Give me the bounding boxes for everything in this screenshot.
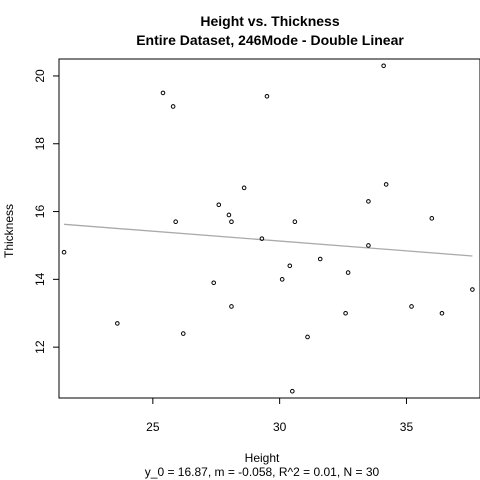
x-axis-label: Height bbox=[245, 451, 280, 465]
data-point bbox=[259, 236, 265, 241]
data-point bbox=[345, 270, 351, 275]
data-point bbox=[381, 63, 386, 69]
data-point bbox=[61, 249, 67, 255]
fit-summary: y_0 = 16.87, m = -0.058, R^2 = 0.01, N =… bbox=[145, 465, 380, 479]
x-tick-label: 30 bbox=[273, 420, 287, 434]
data-point bbox=[292, 219, 298, 225]
y-tick-label: 20 bbox=[33, 69, 47, 83]
y-axis: 12 14 16 18 20 bbox=[33, 69, 59, 354]
y-axis-label: Thickness bbox=[2, 204, 16, 258]
data-point bbox=[115, 321, 120, 326]
data-point bbox=[439, 310, 445, 316]
chart-title: Height vs. Thickness bbox=[200, 13, 339, 29]
data-point bbox=[409, 304, 414, 309]
data-point bbox=[290, 388, 295, 394]
data-point bbox=[366, 199, 371, 204]
y-tick-label: 12 bbox=[33, 340, 47, 354]
data-point bbox=[305, 334, 310, 340]
data-point bbox=[470, 287, 475, 292]
y-tick-label: 16 bbox=[33, 205, 47, 219]
data-point bbox=[343, 310, 348, 316]
data-point bbox=[287, 263, 293, 269]
plot-frame bbox=[58, 58, 480, 399]
data-point bbox=[264, 93, 270, 99]
data-point bbox=[229, 219, 234, 225]
data-point bbox=[226, 212, 232, 218]
data-point bbox=[383, 182, 389, 187]
y-tick-label: 14 bbox=[33, 272, 47, 286]
data-point bbox=[170, 104, 176, 109]
data-point bbox=[429, 216, 435, 221]
data-point bbox=[173, 219, 178, 225]
points-layer bbox=[61, 63, 475, 394]
fit-layer bbox=[64, 223, 473, 257]
x-axis: 25 30 35 bbox=[146, 398, 413, 434]
data-point bbox=[241, 185, 247, 191]
data-point bbox=[229, 304, 234, 309]
x-tick-label: 35 bbox=[400, 420, 414, 434]
x-tick-label: 25 bbox=[146, 420, 160, 434]
data-point bbox=[211, 280, 217, 286]
y-tick-label: 18 bbox=[33, 137, 47, 151]
data-point bbox=[160, 90, 166, 96]
data-point bbox=[216, 202, 222, 208]
data-point bbox=[366, 243, 371, 248]
regression-line bbox=[64, 223, 473, 257]
chart-subtitle: Entire Dataset, 246Mode - Double Linear bbox=[136, 32, 404, 48]
data-point bbox=[180, 331, 186, 336]
data-point bbox=[279, 277, 285, 282]
data-point bbox=[317, 256, 323, 262]
